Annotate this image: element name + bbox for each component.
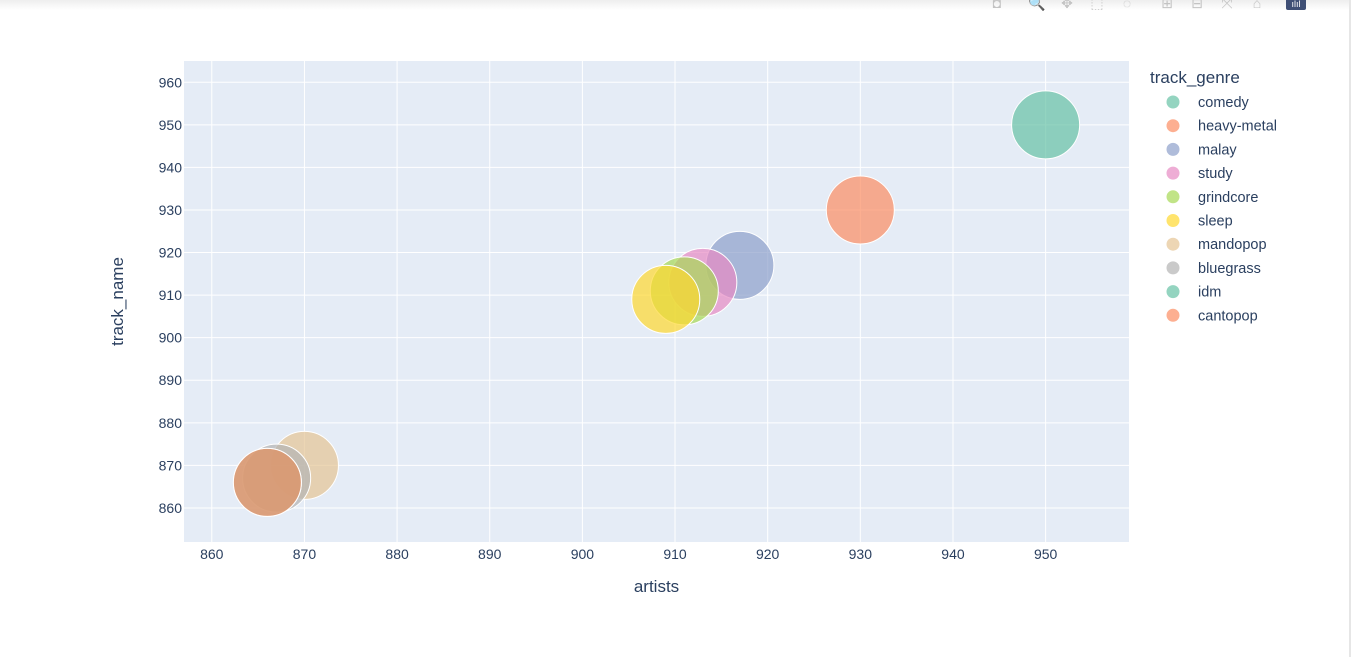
x-tick-label: 950 xyxy=(1034,546,1058,562)
x-tick-label: 860 xyxy=(200,546,224,562)
legend-label: comedy xyxy=(1198,95,1250,111)
scrollbar-track[interactable] xyxy=(1349,0,1351,657)
legend-label: bluegrass xyxy=(1198,261,1261,277)
legend-marker xyxy=(1166,190,1180,204)
legend-item-bluegrass[interactable]: bluegrass xyxy=(1166,261,1261,277)
legend-marker xyxy=(1166,166,1180,180)
x-tick-label: 910 xyxy=(663,546,687,562)
legend-marker xyxy=(1166,119,1180,133)
legend-label: sleep xyxy=(1198,214,1233,230)
x-tick-labels: 860 870 880 890 900 910 920 930 940 950 xyxy=(200,546,1057,562)
y-tick-label: 900 xyxy=(159,330,183,346)
legend-label: heavy-metal xyxy=(1198,119,1277,135)
x-tick-label: 900 xyxy=(571,546,595,562)
data-points xyxy=(232,90,1081,517)
y-tick-label: 920 xyxy=(159,245,183,261)
x-tick-label: 890 xyxy=(478,546,502,562)
legend-item-study[interactable]: study xyxy=(1166,166,1234,182)
legend-label: malay xyxy=(1198,142,1237,158)
legend-marker xyxy=(1166,261,1180,275)
legend-title: track_genre xyxy=(1150,68,1240,87)
zoom-out-icon[interactable]: ⊟ xyxy=(1191,0,1203,11)
legend-label: cantopop xyxy=(1198,308,1258,324)
point-heavy-metal[interactable] xyxy=(825,175,895,245)
x-tick-label: 940 xyxy=(941,546,965,562)
y-tick-label: 870 xyxy=(159,457,183,473)
legend-marker xyxy=(1166,237,1180,251)
legend-item-cantopop[interactable]: cantopop xyxy=(1166,308,1258,324)
y-axis-title: track_name xyxy=(108,257,127,346)
legend-item-sleep[interactable]: sleep xyxy=(1166,214,1233,230)
point-cantopop[interactable] xyxy=(232,447,302,517)
reset-axes-icon[interactable]: ⌂ xyxy=(1252,0,1262,11)
y-tick-label: 910 xyxy=(159,287,183,303)
legend-label: idm xyxy=(1198,285,1221,301)
y-tick-label: 950 xyxy=(159,117,183,133)
x-tick-label: 930 xyxy=(849,546,873,562)
x-tick-label: 880 xyxy=(385,546,409,562)
legend-item-mandopop[interactable]: mandopop xyxy=(1166,237,1267,253)
legend-label: grindcore xyxy=(1198,190,1258,206)
point-sleep[interactable] xyxy=(631,264,701,334)
legend-item-malay[interactable]: malay xyxy=(1166,142,1238,158)
y-tick-label: 930 xyxy=(159,202,183,218)
camera-icon[interactable]: ◘ xyxy=(992,0,1002,11)
legend-item-heavy-metal[interactable]: heavy-metal xyxy=(1166,119,1277,135)
y-tick-labels: 860 870 880 890 900 910 920 930 940 950 960 xyxy=(159,74,183,516)
legend-marker xyxy=(1166,214,1180,227)
legend-marker xyxy=(1166,142,1180,156)
legend-label: study xyxy=(1198,166,1233,182)
top-shadow xyxy=(0,0,1351,10)
modebar: ◘ 🔍 ✥ ⬚ ◌ ⊞ ⊟ ⤧ ⌂ ılıl xyxy=(980,0,1310,14)
legend: comedy heavy-metal malay study grindcore slee… xyxy=(1166,95,1277,324)
zoom-in-icon[interactable]: ⊞ xyxy=(1161,0,1173,11)
legend-marker xyxy=(1166,285,1180,299)
point-comedy[interactable] xyxy=(1011,90,1081,160)
plotly-logo-icon[interactable]: ılıl xyxy=(1286,0,1306,10)
lasso-select-icon[interactable]: ◌ xyxy=(1122,0,1132,11)
x-tick-label: 870 xyxy=(293,546,317,562)
legend-item-grindcore[interactable]: grindcore xyxy=(1166,190,1259,206)
legend-item-idm[interactable]: idm xyxy=(1166,285,1222,301)
x-axis-title: artists xyxy=(634,577,679,596)
y-tick-label: 860 xyxy=(159,500,183,516)
y-tick-label: 940 xyxy=(159,159,183,175)
y-tick-label: 880 xyxy=(159,415,183,431)
autoscale-icon[interactable]: ⤧ xyxy=(1221,0,1233,11)
legend-item-comedy[interactable]: comedy xyxy=(1166,95,1250,111)
legend-marker xyxy=(1166,95,1180,109)
y-tick-label: 890 xyxy=(159,372,183,388)
zoom-icon[interactable]: 🔍 xyxy=(1028,0,1046,11)
y-tick-label: 960 xyxy=(159,74,183,90)
pan-icon[interactable]: ✥ xyxy=(1061,0,1073,11)
box-select-icon[interactable]: ⬚ xyxy=(1090,0,1104,11)
x-tick-label: 920 xyxy=(756,546,780,562)
legend-label: mandopop xyxy=(1198,237,1267,253)
legend-marker xyxy=(1166,308,1180,322)
